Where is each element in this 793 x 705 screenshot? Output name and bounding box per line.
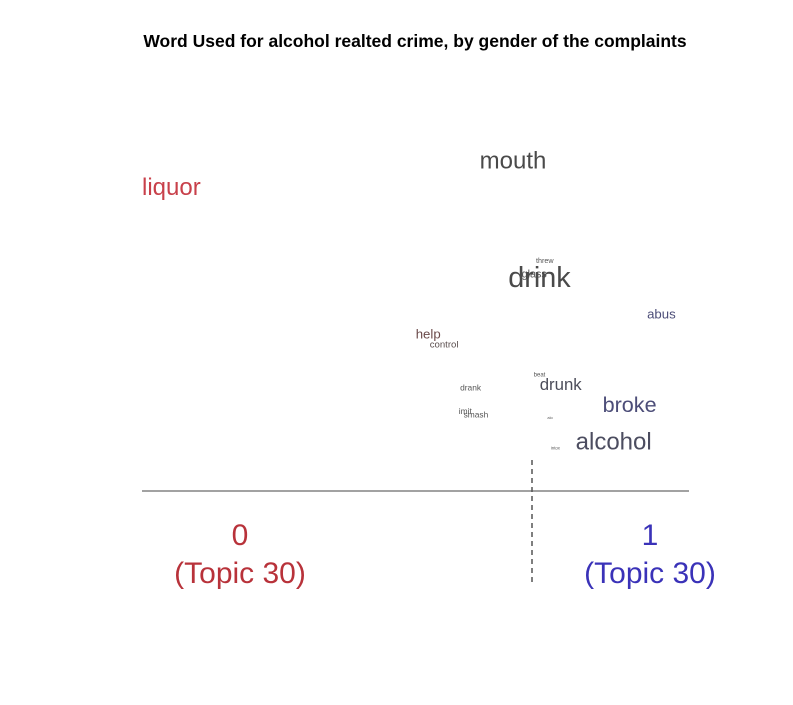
word-label: abus (647, 307, 676, 322)
word-label: help (416, 327, 441, 342)
word-label: alcohol (576, 429, 652, 456)
group-label-value: 1 (642, 519, 659, 552)
word-label: glass (522, 269, 548, 281)
word-label: liquor (142, 174, 201, 201)
chart-title: Word Used for alcohol realted crime, by … (143, 31, 687, 51)
group-label-topic: (Topic 30) (174, 557, 306, 590)
word-label: intox (551, 445, 561, 450)
word-label: broke (603, 392, 657, 417)
word-label: alo (547, 415, 553, 420)
word-label: control (430, 339, 459, 350)
word-label: mouth (480, 147, 547, 174)
word-label: threw (536, 256, 554, 265)
word-label: drank (460, 383, 482, 393)
word-label: smash (464, 409, 489, 419)
group-label-topic: (Topic 30) (584, 557, 716, 590)
word-label: imit (459, 406, 473, 416)
word-label: drink (508, 262, 571, 294)
group-labels: 0 (Topic 30) 1 (Topic 30) (174, 519, 716, 590)
word-label: beat (534, 372, 546, 378)
group-label-value: 0 (232, 519, 249, 552)
word-label: drunk (540, 375, 583, 394)
